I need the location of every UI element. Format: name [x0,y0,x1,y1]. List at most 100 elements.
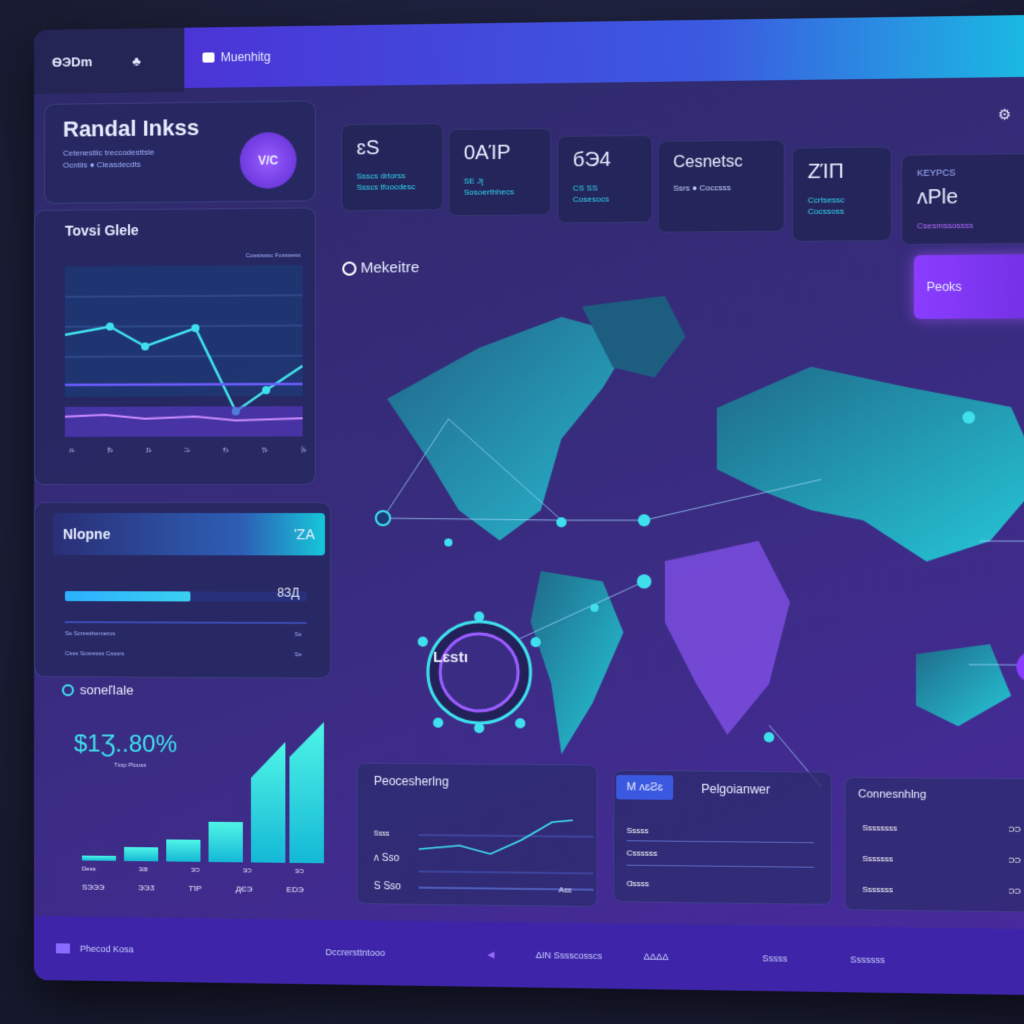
progress-title: Nlopne [63,526,110,542]
x-tick: ﾒﾚ [69,445,75,454]
footer-item[interactable]: ΔIN Sssscosscs [536,950,603,961]
regions-tab[interactable]: M ʌɛƧɛ [616,775,673,800]
trend-point[interactable] [141,342,149,350]
map-node[interactable] [376,511,390,525]
social-header: sonelΊale [62,682,134,697]
bar-label: SЭЭЭ [82,883,105,892]
kpi-label: Sosoerthhecs [464,186,536,198]
social-title: sonelΊale [80,682,134,697]
social-bars[interactable] [82,710,294,863]
conn-row-value: ƆƆ [1008,856,1020,865]
kpi-tile-4[interactable]: Cesnetsc Ssrs ● Coccsss [658,139,785,232]
top-icons: ⚙ [998,106,1024,124]
world-map[interactable] [326,273,1024,790]
regions-panel: M ʌɛƧɛ Pelgoianwer Sssss Cssssss Ɑssss [613,770,832,905]
map-node[interactable] [590,604,598,612]
map-node[interactable] [444,538,452,546]
progress-header[interactable]: Nlopne ʹZA [53,513,325,555]
map-node[interactable] [764,732,774,742]
kpi-label: Ccrtsessc [808,194,876,206]
bar-label: ЕDЭ [286,885,303,894]
north-america[interactable] [387,316,634,540]
chart-plot-area [65,265,303,397]
hub-inner-ring [440,634,518,711]
kpi-tile-5[interactable]: ZΊΠ Ccrtsessc Cocssoss [792,146,892,241]
folder-icon [202,52,214,62]
footer-play-icon[interactable]: ◀ [487,949,494,960]
social-bar-6[interactable] [289,722,324,864]
progress-row-1-value: Ss [294,632,301,638]
footer-item[interactable]: ΔΔΔΔ [644,951,669,962]
hub-satellite [474,611,484,621]
performance-title: Peocesherlng [374,774,449,789]
footer-item[interactable]: Sssssss [850,954,885,965]
trend-point[interactable] [262,386,270,394]
social-bar-5[interactable] [251,742,285,863]
south-america[interactable] [531,571,624,755]
settings-icon[interactable]: ⚙ [998,106,1011,124]
kpi-label: Ssrs ● Coccsss [673,182,769,194]
kpi-label: Cosesocs [573,193,637,205]
regions-row: Sssss [627,826,649,835]
trend-chart[interactable] [65,265,303,437]
footer-bar: Phecod Kosa Dccrersttntooo ◀ ΔIN Sssscos… [34,916,1024,996]
kpi-tile-2[interactable]: 0AΊP SE Jʈ Sosoerthhecs [448,128,551,216]
trend-point[interactable] [191,324,199,332]
footer-grid-icon[interactable] [56,943,70,953]
s-marker[interactable] [1016,651,1024,682]
footer-item[interactable]: Dccrersttntooo [326,947,386,958]
x-tick: ﾆﾚ [184,445,190,454]
kpi-tile-3[interactable]: бЭ4 CS SS Cosesocs [557,135,652,224]
map-ring-icon [342,261,356,275]
map-node[interactable] [638,514,650,526]
progress-row-2: Csss Scsresss Csssrs [65,651,124,657]
menu-label[interactable]: Muenhitg [221,50,271,65]
kpi-value: Cesnetsc [673,153,769,172]
trend-bottom-band [65,406,303,437]
social-bar-4[interactable] [209,822,243,863]
progress-track[interactable] [65,591,307,602]
bar-label: ЭЗl [139,867,148,873]
regions-divider [627,840,814,843]
kpi-label: Csesmssossss [917,219,1024,231]
progress-underline [65,621,307,624]
kpi-tile-6[interactable]: KEYPCS ʌPle Csesmssossss [901,153,1024,245]
profile-avatar[interactable]: V/C [240,132,297,189]
brand-name: ѲЭDm [52,54,92,70]
brand[interactable]: ѲЭDm ♣ [34,28,184,94]
social-bar-1[interactable] [82,856,116,861]
trend-point[interactable] [106,323,114,331]
kpi-value: ZΊΠ [808,160,876,184]
social-bar-3[interactable] [166,839,200,861]
map-node[interactable] [962,411,975,423]
social-panel: sonelΊale $1Ʒ..80% Tɛɛp Plouss Dess ЭЗl ЭƆ… [34,670,331,904]
x-tick: ﾇﾚ [146,445,152,454]
conn-row: Sssssss [862,854,893,864]
status-ring-icon [62,684,74,696]
conn-row-value: ƆƆ [1008,825,1020,834]
map-node[interactable] [637,574,652,588]
africa[interactable] [665,541,790,736]
avatar-badge: V/C [258,153,278,167]
menu-bar[interactable]: Muenhitg [184,14,1024,88]
kpi-title: KEYPCS [917,166,1024,178]
hub-satellite [515,718,525,728]
profile-line-1: Cetenestiic treccodesttsle [63,148,154,158]
bar-label: ЭƆ [295,869,304,875]
social-bar-2[interactable] [124,847,158,861]
kpi-label: CS SS [573,182,637,194]
kpi-tile-1[interactable]: ɛS Ssscs drtorss Ssscs tfoocdesc [341,123,443,211]
footer-item[interactable]: Sssss [762,953,787,964]
australia[interactable] [916,644,1011,727]
monitor-frame: ѲЭDm ♣ Muenhitg ⚙ Randal Inkss Cetenesti… [34,14,1024,995]
trend-title: Tovsi Glele [65,222,139,239]
gridline [419,835,594,837]
eurasia[interactable] [717,366,1024,562]
trend-x-ticks: ﾒﾚ ﾀﾚ ﾇﾚ ﾆﾚ ﾁﾚ ﾜﾚ ﾗﾚ [69,444,307,453]
footer-left-label[interactable]: Phecod Kosa [80,944,134,955]
x-tick: ﾀﾚ [107,445,113,454]
map-node[interactable] [556,517,566,527]
hub-node[interactable] [418,611,541,733]
performance-panel: Peocesherlng Ssss ʌ Sso S Sso Aɛɛ [356,763,597,907]
paw-icon[interactable]: ♣ [132,53,141,68]
